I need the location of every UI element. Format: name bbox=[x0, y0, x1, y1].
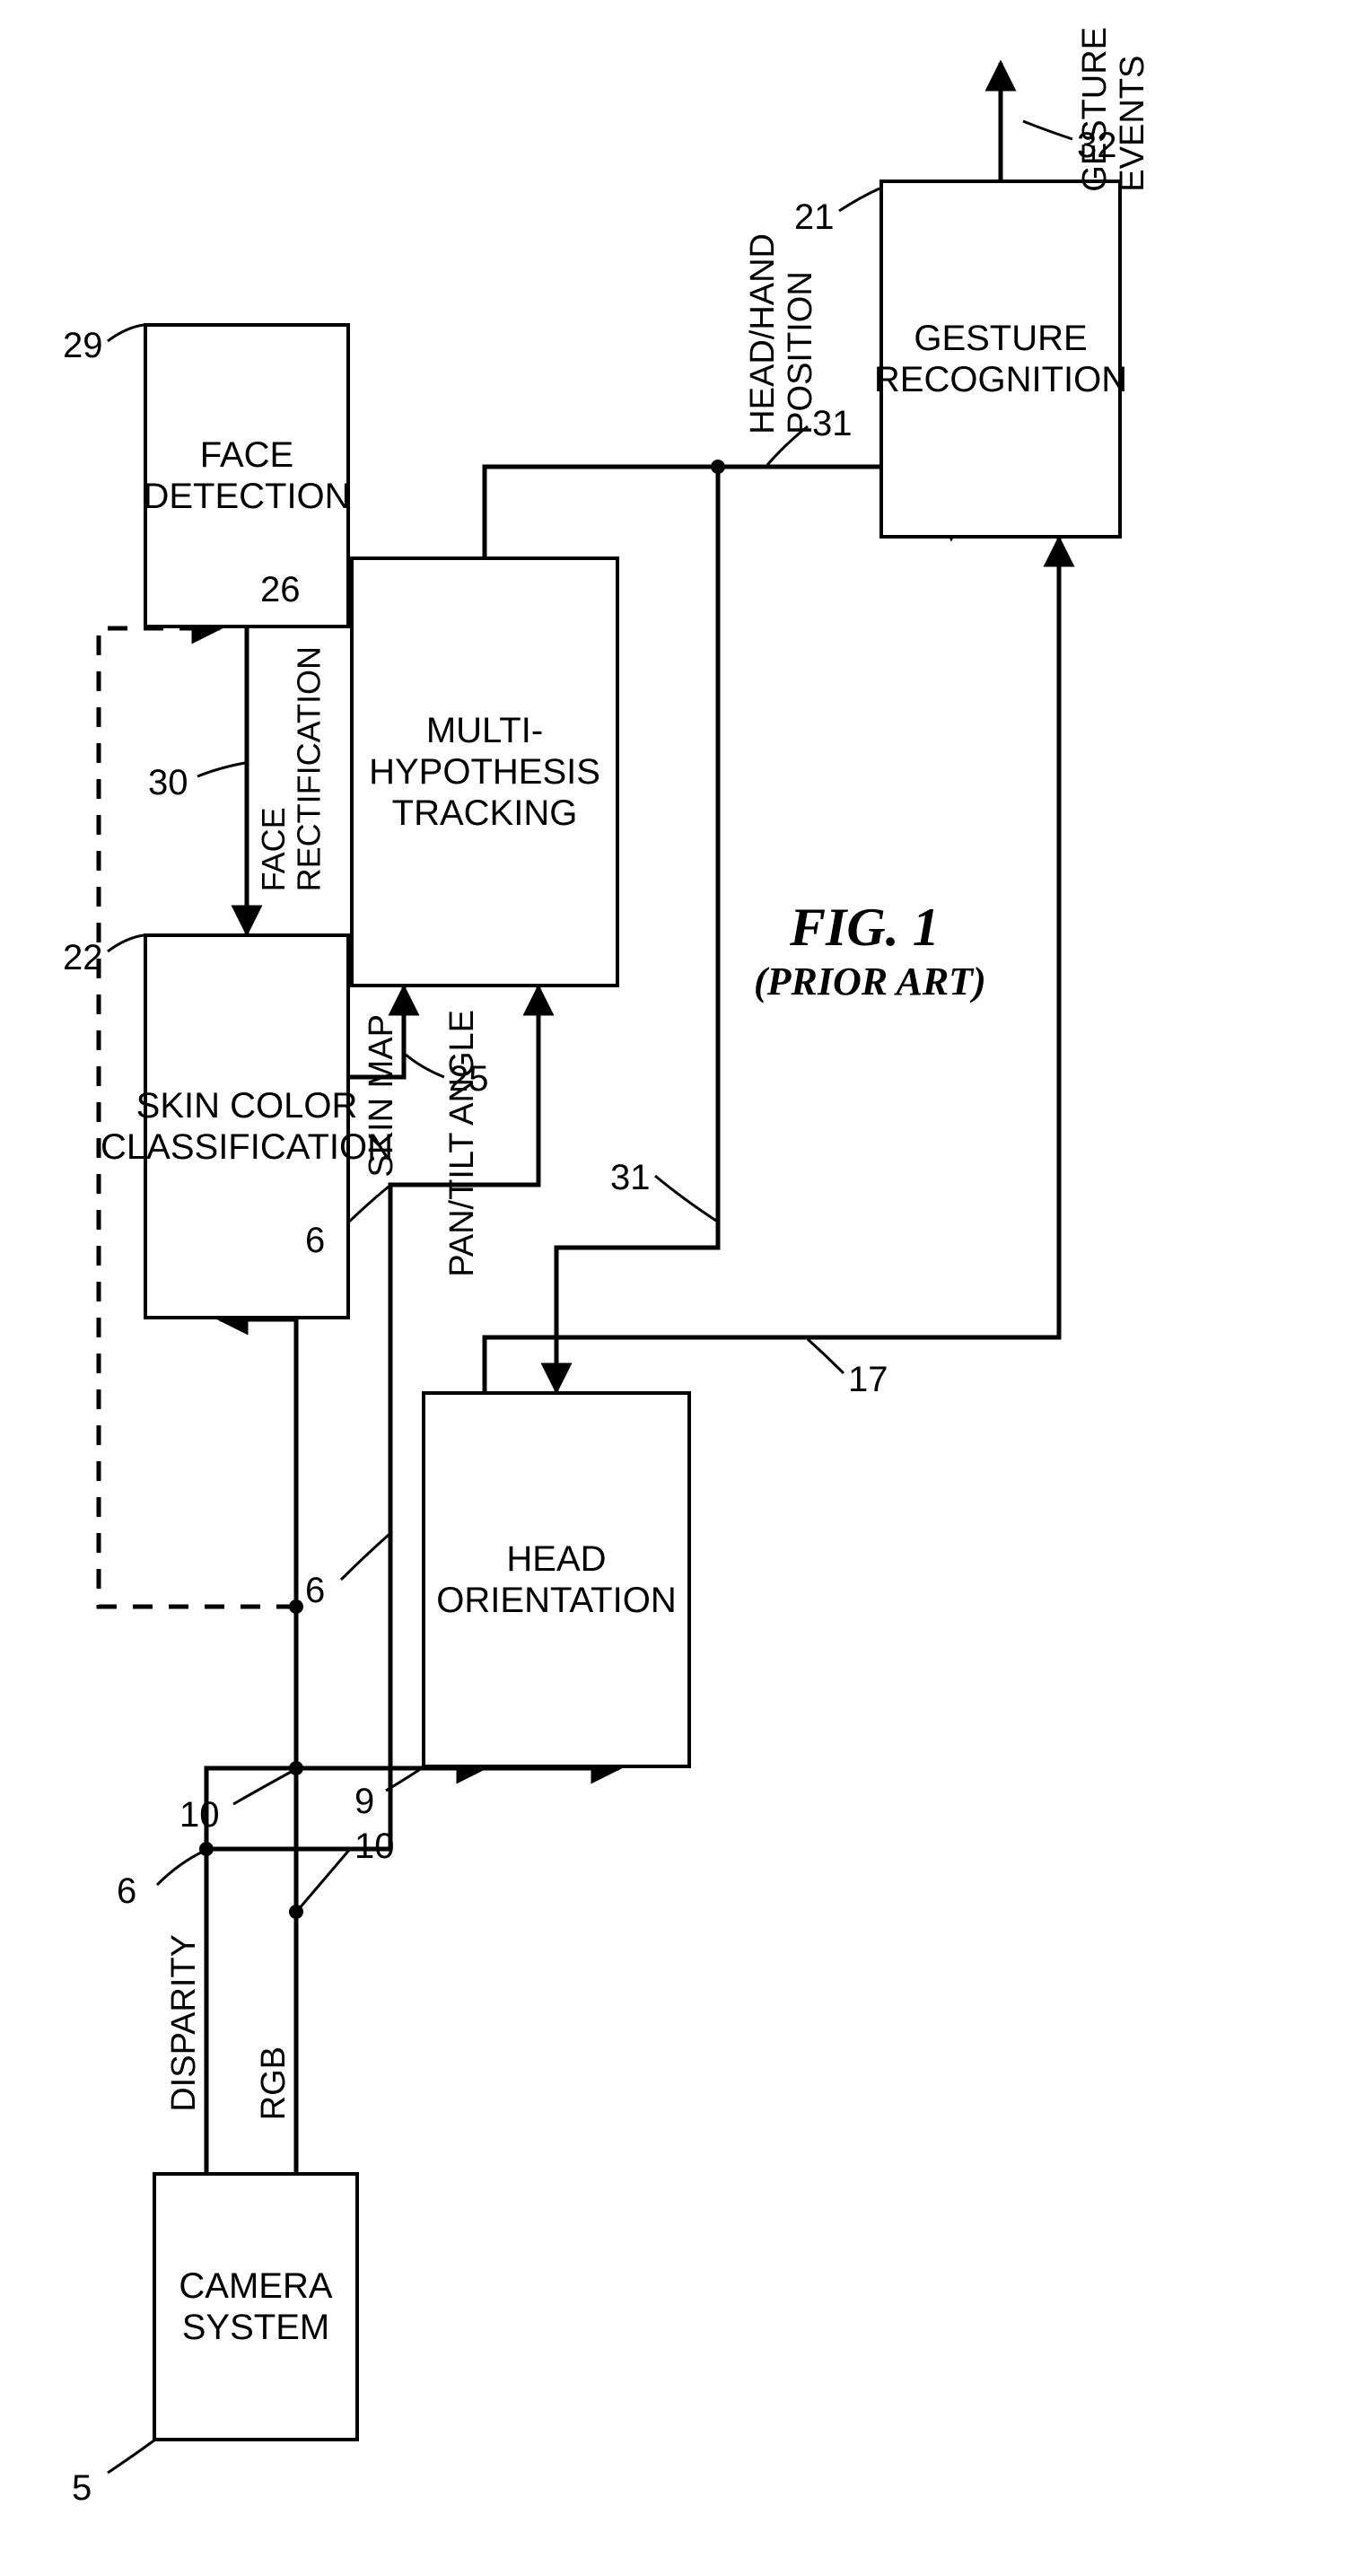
edge-label-pan-tilt: PAN/TILT ANGLE bbox=[444, 1010, 482, 1277]
edge-rgb bbox=[289, 1761, 619, 2172]
node-face-detection: FACEDETECTION bbox=[144, 323, 350, 628]
diagram-page: CAMERASYSTEM HEADORIENTATION SKIN COLORC… bbox=[0, 0, 1365, 2576]
node-face-label: FACEDETECTION bbox=[143, 434, 350, 517]
ref-22: 22 bbox=[63, 938, 103, 977]
ref-6c: 6 bbox=[305, 1571, 325, 1610]
ref-21: 21 bbox=[794, 197, 835, 237]
edge-rgb-to-skin bbox=[220, 1319, 303, 1912]
ref-5: 5 bbox=[72, 2468, 92, 2508]
ref-6b: 6 bbox=[305, 1221, 325, 1260]
ref-10b: 10 bbox=[179, 1795, 220, 1835]
ref-6a: 6 bbox=[117, 1871, 136, 1911]
node-camera-label: CAMERASYSTEM bbox=[179, 2265, 332, 2348]
edge-label-disparity: DISPARITY bbox=[166, 1934, 204, 2112]
ref-10a: 10 bbox=[354, 1827, 395, 1866]
edge-label-face-rectification: FACERECTIFICATION bbox=[256, 646, 327, 891]
node-head-label: HEADORIENTATION bbox=[436, 1538, 676, 1621]
edge-label-gesture-events: GESTUREEVENTS bbox=[1077, 27, 1152, 192]
node-skin-label: SKIN COLORCLASSIFICATION bbox=[101, 1085, 393, 1168]
figure-subtitle: (PRIOR ART) bbox=[754, 960, 986, 1003]
node-mht-label: MULTI-HYPOTHESISTRACKING bbox=[359, 710, 610, 834]
ref-25: 25 bbox=[449, 1059, 489, 1099]
ref-26: 26 bbox=[260, 570, 301, 609]
edge-label-skin-map: SKIN MAP bbox=[363, 1014, 401, 1178]
edge-label-head-hand: HEAD/HANDPOSITION bbox=[745, 233, 820, 434]
node-head-orientation: HEADORIENTATION bbox=[422, 1391, 691, 1768]
node-gesture-label: GESTURERECOGNITION bbox=[874, 318, 1127, 400]
figure-title: FIG. 1 bbox=[790, 898, 940, 957]
ref-31b: 31 bbox=[812, 404, 853, 443]
edge-label-rgb: RGB bbox=[256, 2046, 293, 2120]
ref-32: 32 bbox=[1077, 126, 1117, 165]
ref-29: 29 bbox=[63, 326, 103, 365]
ref-31a: 31 bbox=[610, 1158, 651, 1197]
node-gesture-recognition: GESTURERECOGNITION bbox=[879, 180, 1122, 539]
edge-disparity bbox=[199, 1768, 485, 2172]
ref-30: 30 bbox=[148, 763, 188, 802]
ref-17: 17 bbox=[848, 1360, 888, 1399]
node-skin-color-classification: SKIN COLORCLASSIFICATION bbox=[144, 933, 350, 1319]
node-multi-hypothesis-tracking: MULTI-HYPOTHESISTRACKING bbox=[350, 556, 619, 987]
node-camera-system: CAMERASYSTEM bbox=[153, 2172, 359, 2441]
ref-9: 9 bbox=[354, 1782, 374, 1821]
